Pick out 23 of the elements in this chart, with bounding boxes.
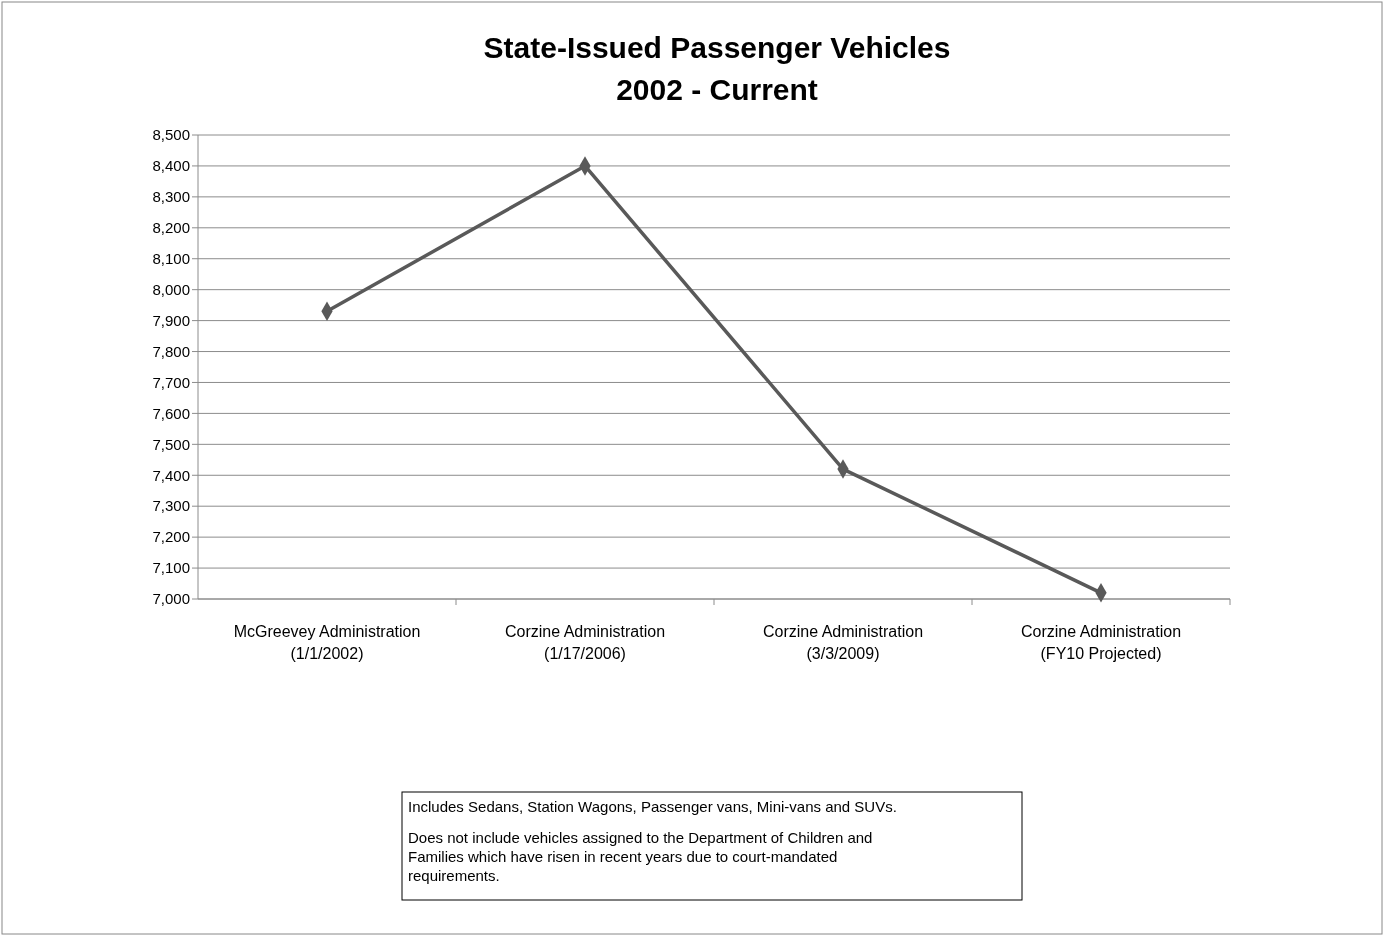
x-tick-label: Corzine Administration (FY10 Projected) bbox=[1020, 623, 1182, 662]
y-tick-label: 7,700 bbox=[152, 373, 190, 391]
y-tick-label: 8,300 bbox=[152, 188, 190, 206]
y-tick-label: 7,500 bbox=[152, 435, 190, 453]
y-tick-label: 7,000 bbox=[152, 590, 190, 608]
x-tick-label: McGreevey Administration (1/1/2002) bbox=[233, 623, 421, 662]
y-tick-label: 8,100 bbox=[152, 249, 190, 267]
y-tick-label: 7,200 bbox=[152, 528, 190, 546]
y-tick-label: 8,000 bbox=[152, 280, 190, 298]
text: Does not include vehicles assigned to the Department of Children and Families which have risen in recent years due to court-mandated requirements. bbox=[408, 829, 873, 884]
y-tick-label: 8,500 bbox=[152, 126, 190, 144]
y-tick-label: 8,400 bbox=[152, 157, 190, 175]
y-tick-label: 7,800 bbox=[152, 342, 190, 360]
y-tick-label: 8,200 bbox=[152, 219, 190, 237]
y-tick-label: 7,400 bbox=[152, 466, 190, 484]
y-tick-label: 7,100 bbox=[152, 559, 190, 577]
x-tick-label: Corzine Administration (1/17/2006) bbox=[504, 623, 666, 662]
y-tick-label: 7,900 bbox=[152, 311, 190, 329]
x-tick-label: Corzine Administration (3/3/2009) bbox=[762, 623, 924, 662]
y-tick-label: 7,600 bbox=[152, 404, 190, 422]
text: Includes Sedans, Station Wagons, Passenger vans, Mini-vans and SUVs. bbox=[408, 798, 897, 815]
chart-title: State-Issued Passenger Vehicles 2002 - Current bbox=[483, 31, 951, 106]
y-tick-label: 7,300 bbox=[152, 497, 190, 515]
